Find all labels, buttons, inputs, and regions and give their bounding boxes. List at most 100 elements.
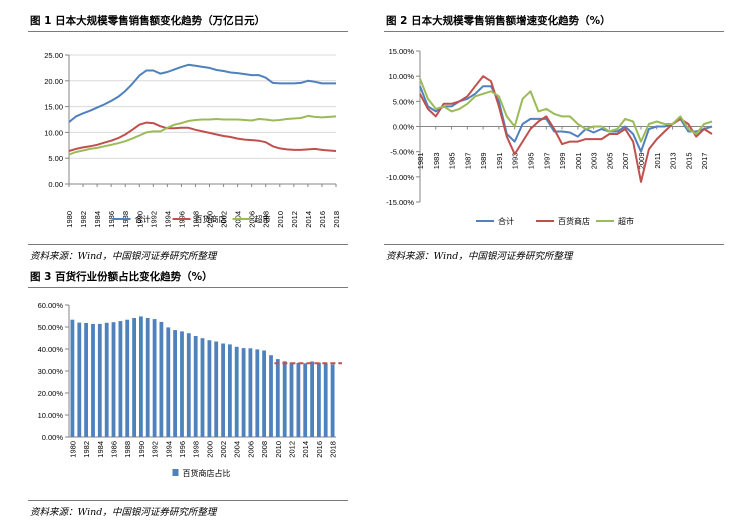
chart3-bar bbox=[248, 348, 253, 437]
chart3-x-tick-label: 2010 bbox=[274, 441, 283, 458]
chart3-x-tick-label: 1982 bbox=[82, 441, 91, 458]
chart3-bar bbox=[132, 318, 136, 437]
chart3-y-tick-label: 20.00% bbox=[38, 389, 64, 398]
chart3-bar bbox=[241, 348, 246, 437]
chart1-series-line-3 bbox=[68, 114, 337, 156]
chart3-x-tick-label: 1986 bbox=[110, 441, 119, 458]
chart3-bar bbox=[228, 344, 232, 437]
chart2-y-tick-label: -5.00% bbox=[390, 148, 414, 157]
chart3-y-tick-label: 50.00% bbox=[38, 323, 64, 332]
chart1-legend-label-2: 百货商店 bbox=[195, 214, 227, 224]
fig3-title: 图 3 百货行业份额占比变化趋势（%） bbox=[30, 271, 213, 283]
chart1-x-tick-label: 1998 bbox=[191, 211, 200, 228]
chart3-bar bbox=[214, 341, 219, 437]
chart1-y-tick-label: 5.00 bbox=[48, 154, 63, 163]
chart3-y-tick-label: 10.00% bbox=[38, 411, 64, 420]
chart3-x-tick-label: 2006 bbox=[246, 441, 255, 458]
chart1-y-tick-label: 20.00 bbox=[44, 77, 63, 86]
chart1-x-tick-label: 1990 bbox=[135, 211, 144, 228]
chart3-bar bbox=[207, 340, 212, 437]
chart2-x-tick-label: 1999 bbox=[558, 153, 567, 170]
chart3-bar bbox=[221, 343, 225, 437]
fig1-source: 资料来源：Wind，中国银河证券研究所整理 bbox=[30, 251, 217, 262]
chart1-x-tick-label: 2000 bbox=[206, 211, 215, 228]
chart2-x-tick-label: 2015 bbox=[684, 153, 693, 170]
chart2-x-tick-label: 2013 bbox=[669, 153, 678, 170]
chart3-bar bbox=[282, 361, 287, 437]
chart1-x-tick-label: 1980 bbox=[65, 211, 74, 228]
chart3-x-tick-label: 2018 bbox=[329, 441, 338, 458]
chart2-x-tick-label: 1985 bbox=[448, 153, 457, 170]
chart3-x-tick-label: 2016 bbox=[315, 441, 324, 458]
chart1-legend-label-1: 合计 bbox=[135, 214, 151, 224]
chart3-bar bbox=[262, 350, 266, 437]
chart1-x-tick-label: 2012 bbox=[290, 211, 299, 228]
chart3-legend-label: 百货商店占比 bbox=[183, 468, 231, 478]
chart3-x-tick-label: 1980 bbox=[68, 441, 77, 458]
chart1-x-tick-label: 1986 bbox=[107, 211, 116, 228]
chart1-x-tick-label: 1984 bbox=[93, 211, 102, 228]
chart3-bar bbox=[310, 361, 314, 437]
chart3-x-tick-label: 1984 bbox=[96, 441, 105, 458]
chart2-y-tick-label: 15.00% bbox=[389, 47, 415, 56]
chart1-x-tick-label: 2014 bbox=[304, 211, 313, 228]
chart1-x-tick-label: 2002 bbox=[220, 211, 229, 228]
chart3-bar bbox=[173, 330, 177, 437]
fig3-title-rule bbox=[28, 287, 348, 288]
chart3-y-tick-label: 40.00% bbox=[38, 345, 64, 354]
chart2-series-line-1 bbox=[419, 85, 713, 153]
chart2-legend-label-3: 超市 bbox=[618, 216, 634, 226]
chart3-bar bbox=[186, 333, 191, 437]
chart3-bar bbox=[180, 331, 184, 437]
chart3-bar bbox=[296, 362, 301, 437]
chart3-x-tick-label: 1996 bbox=[178, 441, 187, 458]
chart3-bar bbox=[152, 319, 157, 437]
chart2-x-tick-label: 2005 bbox=[605, 153, 614, 170]
chart2-y-tick-label: -10.00% bbox=[386, 173, 414, 182]
chart3-bar bbox=[200, 338, 205, 437]
chart3-bar bbox=[97, 323, 102, 437]
chart1-x-tick-label: 1982 bbox=[79, 211, 88, 228]
chart2-series-line-2 bbox=[419, 75, 713, 183]
chart3-x-tick-label: 1994 bbox=[164, 441, 173, 458]
chart2-x-tick-label: 1993 bbox=[511, 153, 520, 170]
chart-2: -15.00% -10.00% -5.00% 0.00% 5.00% 10.00% 15.0… bbox=[386, 47, 713, 226]
chart3-bar bbox=[118, 321, 123, 437]
chart2-x-tick-label: 2017 bbox=[700, 153, 709, 170]
chart3-y-tick-label: 0.00% bbox=[42, 433, 64, 442]
chart2-x-tick-label: 2007 bbox=[621, 153, 630, 170]
chart2-x-tick-label: 1997 bbox=[542, 153, 551, 170]
chart1-y-tick-label: 10.00 bbox=[44, 128, 63, 137]
fig3-source-rule bbox=[28, 500, 348, 501]
chart2-series-line-3 bbox=[419, 78, 713, 143]
chart3-bar bbox=[111, 322, 116, 437]
chart2-legend-label-2: 百货商店 bbox=[558, 216, 590, 226]
chart2-x-tick-label: 1987 bbox=[463, 153, 472, 170]
chart3-y-tick-label: 60.00% bbox=[38, 301, 64, 310]
chart3-bar bbox=[70, 319, 75, 437]
chart3-bar bbox=[193, 336, 198, 437]
fig2-title: 图 2 日本大规模零售销售额增速变化趋势（%） bbox=[386, 15, 611, 27]
chart3-x-tick-label: 2008 bbox=[260, 441, 269, 458]
chart1-x-tick-label: 1994 bbox=[163, 211, 172, 228]
chart3-x-tick-label: 2004 bbox=[233, 441, 242, 458]
chart3-legend-swatch bbox=[172, 469, 179, 476]
fig1-title-rule bbox=[28, 31, 348, 32]
chart-3: 0.00% 10.00% 20.00% 30.00% 40.00% 50.00% 60.00… bbox=[38, 301, 342, 478]
chart3-bar bbox=[289, 362, 294, 437]
chart1-x-tick-label: 2006 bbox=[248, 211, 257, 228]
chart2-legend-label-1: 合计 bbox=[498, 216, 514, 226]
fig2-title-rule bbox=[384, 31, 724, 32]
chart3-bar bbox=[323, 363, 328, 437]
chart2-x-tick-label: 1995 bbox=[526, 153, 535, 170]
chart1-legend-label-3: 超市 bbox=[255, 214, 271, 224]
chart1-series-line-2 bbox=[68, 121, 337, 152]
chart1-y-tick-label: 0.00 bbox=[48, 180, 63, 189]
chart2-x-tick-label: 2001 bbox=[574, 153, 583, 170]
chart3-bar bbox=[104, 322, 109, 437]
chart3-y-tick-label: 30.00% bbox=[38, 367, 64, 376]
chart3-bar bbox=[275, 359, 280, 437]
chart3-x-tick-label: 1988 bbox=[123, 441, 132, 458]
chart3-bar bbox=[139, 316, 143, 437]
chart2-x-tick-label: 2003 bbox=[590, 153, 599, 170]
